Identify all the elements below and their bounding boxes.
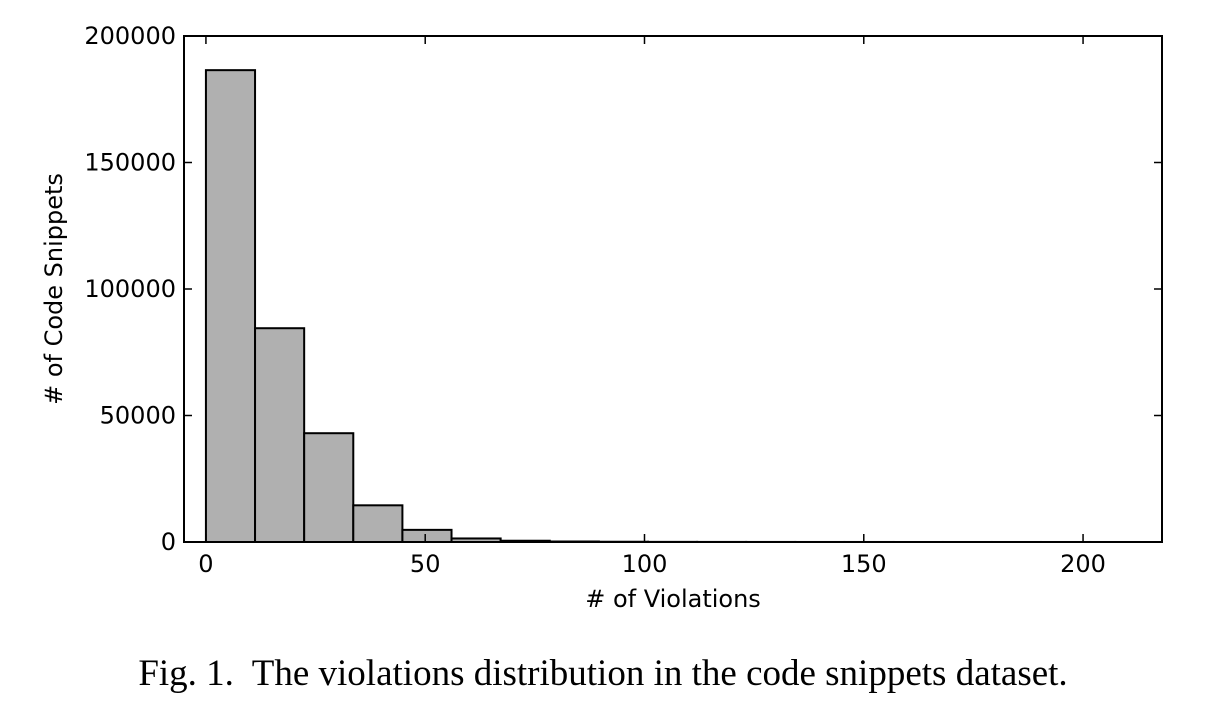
y-tick-label: 100000 bbox=[84, 275, 176, 303]
x-tick-label: 200 bbox=[1060, 550, 1106, 578]
histogram-bar bbox=[401, 528, 453, 544]
y-tick-label: 50000 bbox=[100, 402, 176, 430]
x-tick-label: 100 bbox=[622, 550, 668, 578]
bars-group bbox=[204, 69, 1141, 544]
y-tick-label: 0 bbox=[161, 528, 176, 556]
x-tick-label: 150 bbox=[841, 550, 887, 578]
x-tick-label: 50 bbox=[410, 550, 441, 578]
histogram-bar bbox=[303, 432, 355, 543]
figure-caption: Fig. 1. The violations distribution in t… bbox=[138, 653, 1068, 694]
histogram-bar bbox=[204, 69, 257, 543]
y-tick-label: 200000 bbox=[84, 22, 176, 50]
ticks-group: 0 50 100 150 200 0 50000 100000 150000 200000 bbox=[84, 22, 1162, 578]
histogram-bar bbox=[254, 327, 306, 543]
x-axis-label: # of Violations bbox=[585, 585, 761, 613]
y-axis-label: # of Code Snippets bbox=[40, 173, 68, 405]
histogram-bar bbox=[352, 504, 404, 544]
y-tick-label: 150000 bbox=[84, 149, 176, 177]
histogram-chart: 0 50 100 150 200 0 50000 100000 150000 200000 # o… bbox=[40, 22, 1163, 613]
x-tick-label: 0 bbox=[198, 550, 213, 578]
